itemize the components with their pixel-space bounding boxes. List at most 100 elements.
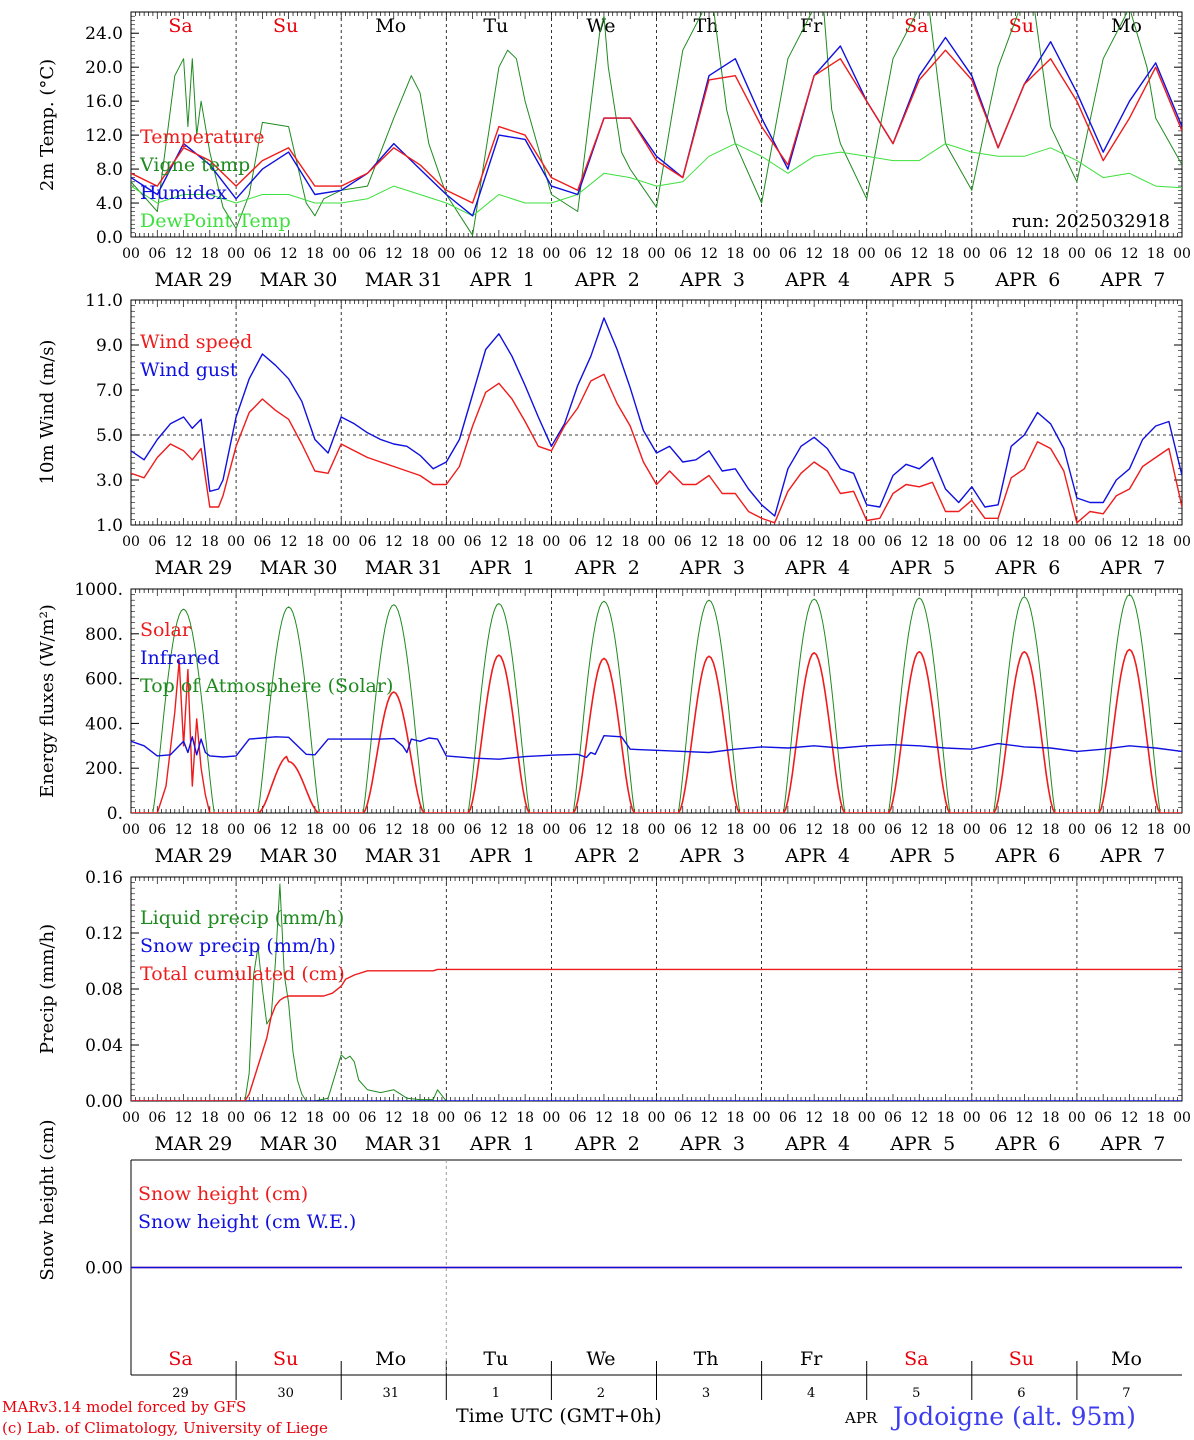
date-label: APR 4 (784, 1133, 850, 1155)
hour-label: 18 (1147, 534, 1165, 550)
day-name: Su (1009, 1348, 1034, 1370)
toa-solar-day-curve (446, 603, 552, 813)
hour-label: 06 (569, 534, 587, 550)
snow-date-label: 2 (597, 1386, 605, 1400)
solar-day-curve (341, 691, 447, 813)
toa-solar-day-curve (341, 604, 447, 813)
series-line-1 (131, 735, 1182, 760)
hour-label: 12 (385, 822, 403, 838)
snow-date-label: 6 (1017, 1386, 1025, 1400)
hour-label: 18 (621, 534, 639, 550)
hour-label: 12 (490, 534, 508, 550)
hour-label: 06 (569, 246, 587, 262)
day-name: Th (694, 1348, 719, 1370)
legend-entry: Total cumulated (cm) (140, 963, 345, 985)
legend-entry: Temperature (140, 126, 264, 148)
toa-solar-day-curve (131, 608, 237, 813)
hour-label: 06 (989, 246, 1007, 262)
date-label: MAR 31 (365, 845, 443, 867)
y-tick-label: 0.00 (85, 1092, 123, 1112)
snow-date-label: 30 (277, 1386, 294, 1400)
hour-label: 06 (884, 534, 902, 550)
day-name: Mo (375, 15, 406, 37)
hour-label: 00 (1173, 246, 1191, 262)
panel-5: 0.00 Snow height (cm) Sa Su Mo Tu We Th Fr Sa Su Mo… (37, 1119, 1182, 1400)
hour-label: 18 (937, 534, 955, 550)
day-name: Tu (483, 15, 508, 37)
date-label: APR 1 (469, 557, 535, 579)
solar-day-curve (866, 650, 972, 813)
hour-label: 06 (359, 1110, 377, 1126)
hour-label: 12 (595, 534, 613, 550)
hour-label: 12 (385, 246, 403, 262)
date-label: APR 1 (469, 845, 535, 867)
hour-label: 06 (884, 1110, 902, 1126)
toa-solar-day-curve (971, 596, 1077, 813)
y-tick-label: 7.0 (96, 381, 123, 401)
hour-label: 06 (884, 246, 902, 262)
hour-label: 18 (516, 534, 534, 550)
hour-label: 12 (1121, 1110, 1139, 1126)
toa-solar-day-curve (761, 598, 867, 813)
hour-label: 00 (858, 534, 876, 550)
snow-date-label: 1 (492, 1386, 500, 1400)
hour-label: 00 (542, 246, 560, 262)
date-label: APR 7 (1099, 557, 1165, 579)
date-label: APR 2 (574, 557, 640, 579)
day-name: Sa (904, 15, 928, 37)
hour-label: 12 (175, 246, 193, 262)
hour-label: 00 (437, 534, 455, 550)
snow-date-label: 31 (382, 1386, 399, 1400)
hour-label: 12 (490, 1110, 508, 1126)
y-tick-label: 0.0 (96, 228, 123, 248)
station-name: Jodoigne (alt. 95m) (893, 1402, 1136, 1431)
model-credit: MARv3.14 model forced by GFS (2, 1398, 247, 1416)
date-label: MAR 29 (155, 269, 233, 291)
y-tick-label: 9.0 (96, 336, 123, 356)
day-name: Th (694, 15, 719, 37)
hour-label: 18 (621, 822, 639, 838)
hour-label: 00 (332, 822, 350, 838)
hour-label: 12 (385, 1110, 403, 1126)
y-tick-label: 0.00 (85, 1259, 123, 1279)
hour-label: 12 (175, 822, 193, 838)
hour-label: 06 (253, 1110, 271, 1126)
date-label: MAR 29 (155, 845, 233, 867)
date-label: APR 3 (679, 557, 745, 579)
date-label: MAR 30 (260, 1133, 338, 1155)
hour-label: 00 (858, 1110, 876, 1126)
hour-label: 12 (700, 246, 718, 262)
hour-label: 06 (464, 1110, 482, 1126)
hour-label: 00 (858, 246, 876, 262)
hour-label: 18 (201, 246, 219, 262)
hour-label: 18 (411, 822, 429, 838)
solar-day-curve (971, 650, 1077, 813)
hour-label: 18 (306, 246, 324, 262)
hour-label: 12 (910, 1110, 928, 1126)
hour-label: 00 (542, 534, 560, 550)
hour-label: 00 (437, 1110, 455, 1126)
hour-label: 00 (963, 822, 981, 838)
solar-day-curve (656, 655, 762, 813)
day-name: We (586, 1348, 615, 1370)
hour-label: 18 (1147, 822, 1165, 838)
date-label: APR 5 (889, 1133, 955, 1155)
legend-entry: Vigne temp (139, 154, 250, 176)
day-name: Su (273, 1348, 298, 1370)
hour-label: 18 (516, 246, 534, 262)
hour-label: 06 (989, 1110, 1007, 1126)
hour-label: 12 (1015, 822, 1033, 838)
panel-2: 1.0 3.0 5.0 7.0 9.0 11.0 10m Wind (m/s) 00 06 12 1… (37, 291, 1191, 579)
y-tick-label: 0.04 (85, 1036, 123, 1056)
legend-entry: Snow precip (mm/h) (140, 935, 336, 957)
date-label: APR 2 (574, 269, 640, 291)
hour-label: 00 (753, 822, 771, 838)
y-tick-label: 12.0 (85, 126, 123, 146)
y-tick-label: 20.0 (85, 58, 123, 78)
hour-label: 06 (148, 246, 166, 262)
hour-label: 12 (280, 1110, 298, 1126)
hour-label: 00 (332, 1110, 350, 1126)
hour-label: 18 (726, 246, 744, 262)
y-tick-label: 3.0 (96, 471, 123, 491)
hour-label: 12 (1121, 246, 1139, 262)
